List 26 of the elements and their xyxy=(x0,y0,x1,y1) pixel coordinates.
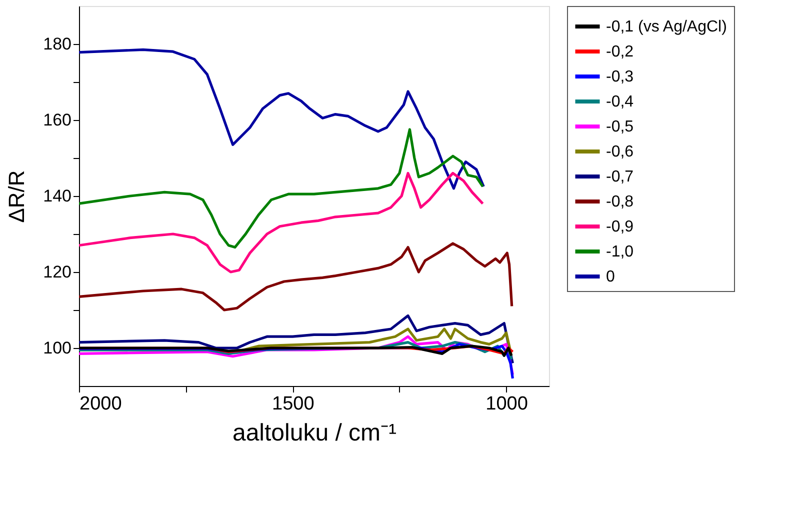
x-axis-title: aaltoluku / cm⁻¹ xyxy=(232,420,397,446)
line-series xyxy=(79,48,485,190)
legend-label: -0,9 xyxy=(606,218,634,236)
legend-label: 0 xyxy=(606,268,615,286)
legend-label: -0,3 xyxy=(606,68,634,86)
line-series xyxy=(79,314,514,364)
y-tick-label: 120 xyxy=(43,262,72,282)
x-tick-label: 1000 xyxy=(486,394,528,414)
legend-label: -0,2 xyxy=(606,44,634,60)
y-tick-label: 140 xyxy=(43,186,72,206)
legend-label: -0,1 (vs Ag/AgCl) xyxy=(606,18,727,36)
y-tick-label: 160 xyxy=(43,110,72,130)
legend-label: -0,8 xyxy=(606,194,634,210)
y-tick-label: 180 xyxy=(43,34,72,54)
legend-label: -1,0 xyxy=(606,244,634,260)
line-series xyxy=(79,242,514,312)
legend-label: -0,6 xyxy=(606,144,634,160)
legend-label: -0,7 xyxy=(606,168,634,186)
y-tick-label: 100 xyxy=(43,338,72,358)
legend-label: -0,4 xyxy=(606,94,634,110)
y-axis-title: ΔR/R xyxy=(4,170,30,223)
legend-label: -0,5 xyxy=(606,118,634,136)
line-series xyxy=(79,172,484,274)
x-tick-label: 1500 xyxy=(272,394,314,414)
x-tick-label: 2000 xyxy=(80,394,122,414)
line-series xyxy=(79,128,484,249)
